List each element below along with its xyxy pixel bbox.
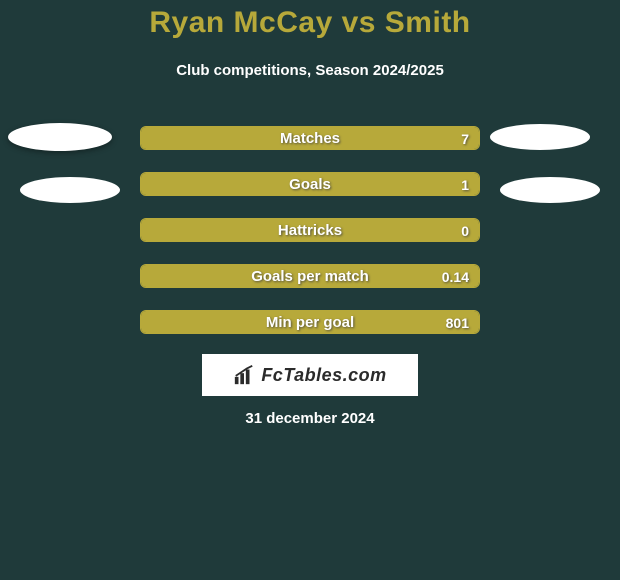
stat-label: Goals per match bbox=[141, 265, 479, 288]
title-text: Ryan McCay vs Smith bbox=[149, 6, 470, 39]
player-right-ellipse-2 bbox=[500, 177, 600, 203]
bars-icon bbox=[233, 364, 255, 386]
page-title: Ryan McCay vs Smith bbox=[0, 6, 620, 40]
stat-value: 0 bbox=[461, 219, 469, 242]
comparison-infographic: Ryan McCay vs Smith Club competitions, S… bbox=[0, 0, 620, 580]
branding-badge: FcTables.com bbox=[202, 354, 418, 396]
stat-label: Matches bbox=[141, 127, 479, 150]
stat-row: Hattricks0 bbox=[140, 218, 480, 242]
stat-value: 7 bbox=[461, 127, 469, 150]
stat-row: Goals1 bbox=[140, 172, 480, 196]
branding-text: FcTables.com bbox=[261, 365, 386, 386]
player-right-ellipse-1 bbox=[490, 124, 590, 150]
stat-label: Goals bbox=[141, 173, 479, 196]
stat-row: Matches7 bbox=[140, 126, 480, 150]
stat-value: 1 bbox=[461, 173, 469, 196]
player-left-ellipse-2 bbox=[20, 177, 120, 203]
stat-label: Min per goal bbox=[141, 311, 479, 334]
date-text: 31 december 2024 bbox=[245, 410, 374, 427]
page-subtitle: Club competitions, Season 2024/2025 bbox=[0, 62, 620, 79]
stat-row: Goals per match0.14 bbox=[140, 264, 480, 288]
stats-chart: Matches7Goals1Hattricks0Goals per match0… bbox=[140, 126, 480, 356]
date-stamp: 31 december 2024 bbox=[0, 410, 620, 427]
stat-row: Min per goal801 bbox=[140, 310, 480, 334]
subtitle-text: Club competitions, Season 2024/2025 bbox=[176, 62, 444, 79]
stat-label: Hattricks bbox=[141, 219, 479, 242]
player-left-ellipse-1 bbox=[8, 123, 112, 151]
stat-value: 801 bbox=[446, 311, 469, 334]
stat-value: 0.14 bbox=[442, 265, 469, 288]
